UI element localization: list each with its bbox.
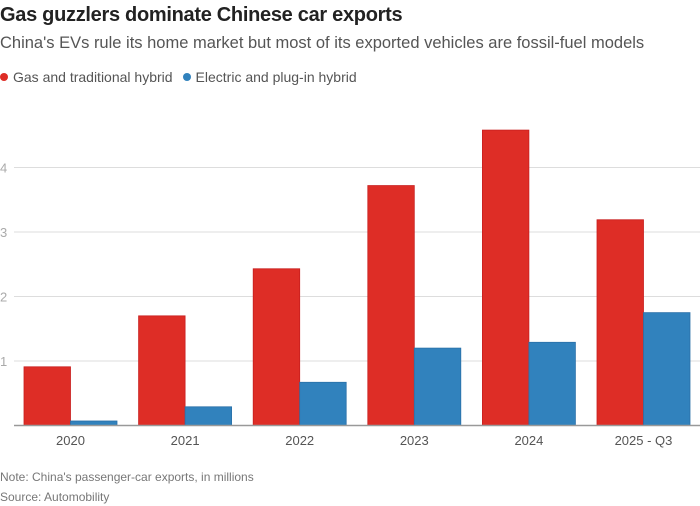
bar-gas bbox=[596, 219, 644, 426]
bar-electric bbox=[299, 381, 347, 426]
bar-gas bbox=[481, 129, 530, 426]
legend-swatch-electric bbox=[182, 73, 191, 81]
bars bbox=[23, 129, 691, 426]
bar-electric bbox=[413, 347, 462, 426]
y-tick-label: 3 bbox=[0, 225, 7, 240]
x-tick-label: 2020 bbox=[56, 433, 85, 448]
legend: Gas and traditional hybrid Electric and … bbox=[0, 69, 367, 85]
chart-title: Gas guzzlers dominate Chinese car export… bbox=[0, 4, 403, 26]
chart-subtitle: China's EVs rule its home market but mos… bbox=[0, 34, 645, 52]
legend-item-electric: Electric and plug-in hybrid bbox=[182, 69, 357, 85]
legend-label-electric: Electric and plug-in hybrid bbox=[195, 69, 357, 85]
y-tick-label: 2 bbox=[0, 290, 7, 305]
x-tick-label: 2025 - Q3 bbox=[615, 433, 673, 448]
x-tick-label: 2024 bbox=[514, 433, 543, 448]
bar-electric bbox=[528, 341, 576, 426]
y-tick-label: 4 bbox=[0, 161, 7, 176]
bar-electric bbox=[643, 312, 691, 426]
gridlines bbox=[14, 167, 700, 362]
bar-gas bbox=[252, 268, 301, 426]
x-tick-labels: 2020 2021 2022 2023 2024 2025 - Q3 bbox=[56, 433, 672, 448]
legend-swatch-gas bbox=[0, 73, 8, 81]
x-tick-label: 2021 bbox=[171, 433, 200, 448]
legend-label-gas: Gas and traditional hybrid bbox=[13, 69, 173, 85]
x-tick-label: 2022 bbox=[285, 433, 314, 448]
chart-source: Source: Automobility bbox=[0, 490, 110, 504]
bar-electric bbox=[184, 406, 233, 426]
y-tick-labels: 1 2 3 4 bbox=[0, 161, 7, 370]
bar-gas bbox=[138, 315, 186, 426]
bar-gas bbox=[367, 185, 415, 426]
chart-note: Note: China's passenger-car exports, in … bbox=[0, 470, 254, 484]
x-tick-label: 2023 bbox=[400, 433, 429, 448]
y-tick-label: 1 bbox=[0, 354, 7, 369]
bar-gas bbox=[23, 366, 71, 426]
legend-item-gas: Gas and traditional hybrid bbox=[0, 69, 173, 85]
